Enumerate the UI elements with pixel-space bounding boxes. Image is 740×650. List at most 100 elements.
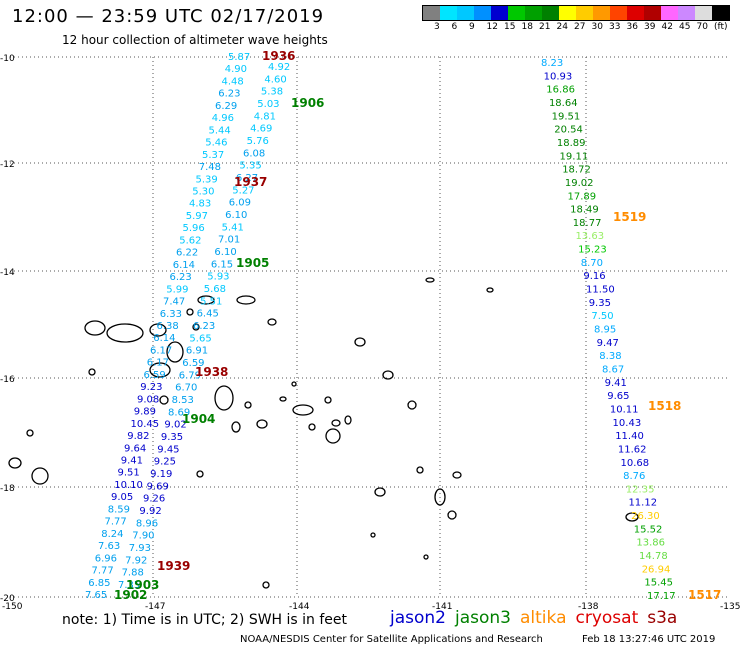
island-outline: [31, 467, 49, 485]
swh-value: 7.50: [591, 311, 613, 322]
swh-value: 8.70: [581, 258, 603, 269]
swh-value: 6.14: [173, 260, 195, 271]
swh-value: 18.89: [557, 138, 586, 149]
swh-value: 6.22: [176, 248, 198, 259]
swh-value: 6.08: [243, 148, 265, 159]
swh-value: 8.23: [541, 58, 563, 69]
swh-value: 9.16: [583, 271, 605, 282]
swh-value: 6.85: [88, 578, 110, 589]
color-swatch: [559, 6, 576, 20]
legend-item: jason3: [455, 608, 511, 628]
island-outline: [26, 429, 34, 437]
swh-value: 17.17: [647, 591, 676, 602]
swh-value: 9.69: [147, 481, 169, 492]
color-scale-label: 9: [469, 22, 475, 32]
island-outline: [106, 323, 144, 343]
island-outline: [416, 466, 424, 474]
swh-value: 5.93: [207, 272, 229, 283]
swh-value: 7.63: [98, 541, 120, 552]
swh-value: 10.45: [131, 419, 160, 430]
swh-value: 17.89: [568, 191, 597, 202]
island-outline: [324, 396, 332, 404]
credit-line: NOAA/NESDIS Center for Satellite Applica…: [240, 634, 543, 645]
longitude-label: -144: [289, 602, 310, 612]
swh-value: 6.59: [144, 370, 166, 381]
swh-value: 20.54: [554, 125, 583, 136]
island-outline: [370, 532, 376, 538]
swh-value: 19.51: [552, 111, 581, 122]
swh-value: 6.17: [147, 358, 169, 369]
swh-value: 19.11: [560, 151, 589, 162]
swh-value: 11.40: [615, 431, 644, 442]
swh-value: 9.08: [137, 394, 159, 405]
color-scale-label: 15: [504, 22, 516, 32]
color-scale-label: 18: [521, 22, 533, 32]
swh-value: 7.77: [92, 566, 114, 577]
color-swatch: [661, 6, 678, 20]
swh-value: 6.91: [186, 346, 208, 357]
legend-item: cryosat: [575, 608, 639, 628]
swh-value: 18.77: [573, 218, 602, 229]
swh-value: 6.45: [197, 309, 219, 320]
color-swatch: [525, 6, 542, 20]
color-swatch: [712, 6, 729, 20]
island-outline: [425, 277, 435, 283]
color-swatch: [491, 6, 508, 20]
swh-value: 11.12: [628, 498, 657, 509]
swh-value: 6.27: [236, 173, 258, 184]
swh-value: 4.81: [254, 111, 276, 122]
page-title: 12:00 — 23:59 UTC 02/17/2019: [12, 6, 325, 27]
swh-value: 5.62: [179, 235, 201, 246]
island-outline: [231, 421, 241, 433]
island-outline: [186, 308, 194, 316]
swh-value: 14.78: [639, 551, 668, 562]
swh-value: 15.52: [634, 524, 663, 535]
color-scale-label: 12: [486, 22, 498, 32]
island-outline: [279, 396, 287, 402]
swh-value: 26.94: [642, 564, 671, 575]
swh-value: 6.59: [182, 358, 204, 369]
swh-value: 7.88: [122, 568, 144, 579]
island-outline: [192, 323, 200, 331]
units-note: note: 1) Time is in UTC; 2) SWH is in fe…: [62, 612, 348, 628]
island-outline: [374, 487, 386, 497]
island-outline: [166, 341, 184, 363]
swh-value: 4.83: [189, 199, 211, 210]
color-swatch: [695, 6, 712, 20]
island-outline: [267, 318, 277, 326]
swh-value: 7.48: [199, 162, 221, 173]
island-outline: [452, 471, 462, 479]
swh-value: 9.35: [589, 298, 611, 309]
longitude-label: -150: [2, 602, 23, 612]
swh-value: 5.97: [186, 211, 208, 222]
swh-value: 9.89: [134, 407, 156, 418]
swh-value: 9.51: [118, 468, 140, 479]
longitude-label: -138: [578, 602, 599, 612]
swh-value: 5.44: [209, 125, 231, 136]
swh-value: 11.62: [618, 444, 647, 455]
island-outline: [256, 419, 268, 429]
swh-value: 6.96: [95, 553, 117, 564]
island-outline: [423, 554, 429, 560]
swh-value: 26.30: [631, 511, 660, 522]
swh-value: 5.30: [192, 187, 214, 198]
color-swatch: [576, 6, 593, 20]
color-scale-label: 3: [434, 22, 440, 32]
color-scale-bar: [422, 5, 730, 21]
island-outline: [197, 295, 215, 305]
swh-value: 4.69: [250, 124, 272, 135]
swh-value: 9.64: [124, 443, 146, 454]
color-scale-label: 45: [679, 22, 691, 32]
color-scale-label: 27: [574, 22, 586, 32]
axis-labels: -10 -12 -14 -16 -18 -20-150 -147 -144 -141 -138 -1…: [0, 54, 740, 612]
swh-value: 18.64: [549, 98, 578, 109]
latitude-label: -16: [0, 375, 15, 385]
island-outline: [331, 419, 341, 427]
swh-value: 6.38: [157, 321, 179, 332]
page-subtitle: 12 hour collection of altimeter wave hei…: [62, 33, 328, 47]
track-pass-label: 1904: [182, 412, 215, 426]
swh-value: 13.86: [636, 538, 665, 549]
swh-value: 11.50: [586, 285, 615, 296]
color-swatch: [678, 6, 695, 20]
